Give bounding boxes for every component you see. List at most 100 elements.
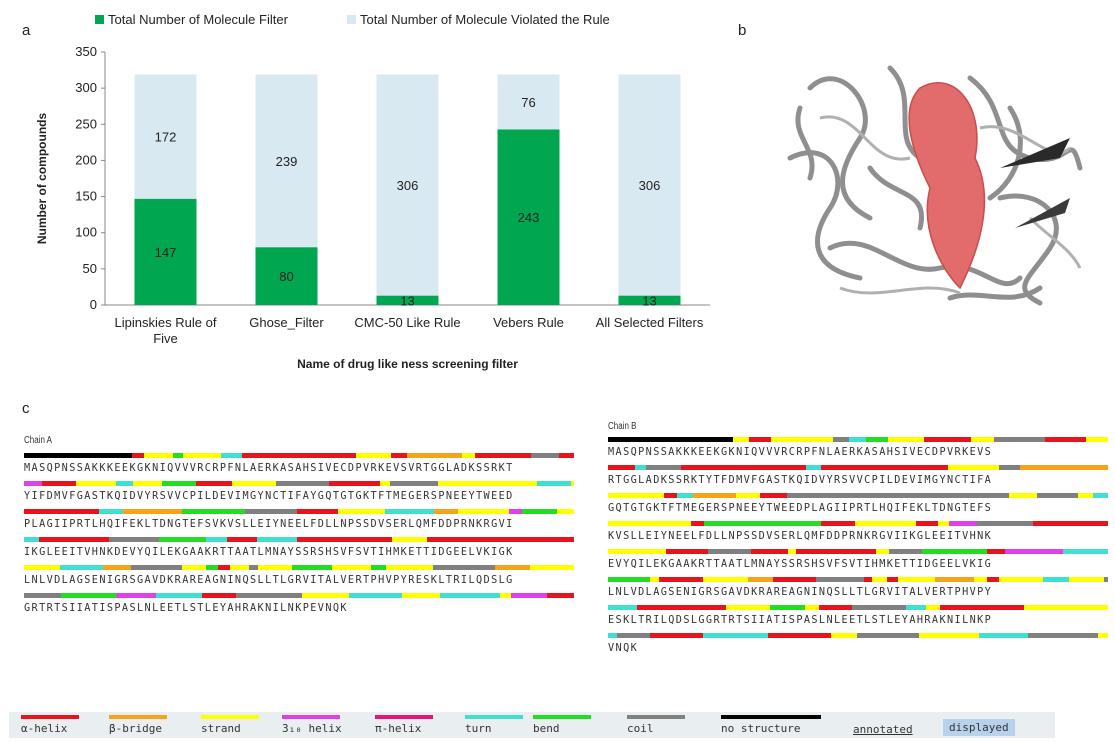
sequence-text: PLAGIIPRTLHQIFEKLTDNGTEFSVKVSLLEIYNEELFD… [24,519,574,530]
bar-value-label: 239 [276,154,298,169]
sequence-row: LNLVDLAGSENIGRSGAVDKRAREAGNINQSLLTLGRVIT… [608,577,1108,598]
legend-item-label: coil [627,722,654,735]
legend-item-label: no structure [721,722,800,735]
secondary-structure-legend: α-helix β-bridge strand 3₁₀ helix π-helix tur… [9,712,1055,738]
legend-color-bar [533,715,591,719]
sequence-row: GRTRTSIIATISPASLNLEETLSTLEYAHRAKNILNKPEV… [24,593,574,614]
sequence-row: PLAGIIPRTLHQIFEKLTDNGTEFSVKVSLLEIYNEELFD… [24,509,574,530]
legend-item: 3₁₀ helix [282,715,342,735]
legend-item-label: strand [201,722,241,735]
sequence-text: LNLVDLAGSENIGRSGAVDKRAREAGNINQSLLTLGRVIT… [608,587,1108,598]
legend-label: Total Number of Molecule Violated the Ru… [360,12,610,27]
x-tick-label: Lipinskies Rule of [115,315,217,330]
legend-item-label: 3₁₀ helix [282,722,342,735]
sequence-text: GQTGTGKTFTMEGERSPNEEYTWEEDPLAGIIPRTLHQIF… [608,503,1108,514]
sequence-text: MASQPNSSAKKKEEKGKNIQVVVRCRPFNLAERKASAHSI… [608,447,1108,458]
x-axis-title: Name of drug like ness screening filter [297,357,518,371]
y-tick-label: 200 [75,152,97,167]
x-tick-label: CMC-50 Like Rule [354,315,460,330]
sequence-row: RTGGLADKSSRKTYTFDMVFGASTKQIDVYRSVVCPILDE… [608,465,1108,486]
sequence-text: EVYQILEKGAAKRTTAATLMNAYSSRSHSVFSVTIHMKET… [608,559,1108,570]
legend-item: strand [201,715,259,735]
secondary-structure-bar [24,565,574,570]
bar-value-label: 147 [155,245,177,260]
legend-item-label: β-bridge [109,722,162,735]
legend-color-bar [21,715,79,719]
secondary-structure-bar [608,437,1108,442]
bar-value-label: 80 [279,269,293,284]
legend-swatch [347,15,356,24]
legend-color-bar [465,715,523,719]
legend-color-bar [375,715,433,719]
legend-item: bend [533,715,591,735]
bar-value-label: 243 [518,210,540,225]
stacked-bar-chart: 0 50 100 150 200 250 300 350 Number of compounds… [0,0,740,380]
y-tick-label: 300 [75,80,97,95]
legend-color-bar [201,715,259,719]
sequence-row: GQTGTGKTFTMEGERSPNEEYTWEEDPLAGIIPRTLHQIF… [608,493,1108,514]
secondary-structure-bar [608,633,1108,638]
sequence-text: LNLVDLAGSENIGRSGAVDKRAREAGNINQSLLTLGRVIT… [24,575,574,586]
sequence-row: ESKLTRILQDSLGGRTRTSIIATISPASLNLEETLSTLEY… [608,605,1108,626]
secondary-structure-bar [24,593,574,598]
chain-a-sequence: MASQPNSSAKKKEEKGKNIQVVVRCRPFNLAERKASAHSI… [24,453,574,621]
bar-value-label: 76 [521,95,535,110]
sequence-text: VNQK [608,643,1108,654]
sequence-row: KVSLLEIYNEELFDLLNPSSDVSERLQMFDDPRNKRGVII… [608,521,1108,542]
legend-item-label: bend [533,722,560,735]
sequence-text: MASQPNSSAKKKEEKGKNIQVVVRCRPFNLAERKASAHSI… [24,463,574,474]
sequence-row: VNQK [608,633,1108,654]
legend-item: α-helix [21,715,79,735]
legend-label: Total Number of Molecule Filter [108,12,289,27]
y-tick-label: 100 [75,225,97,240]
sequence-row: IKGLEEITVHNKDEVYQILEKGAAKRTTAATLMNAYSSRS… [24,537,574,558]
sequence-row: LNLVDLAGSENIGRSGAVDKRAREAGNINQSLLTLGRVIT… [24,565,574,586]
sequence-text: YIFDMVFGASTKQIDVYRSVVCPILDEVIMGYNCTIFAYG… [24,491,574,502]
chain-b-sequence: MASQPNSSAKKKEEKGKNIQVVVRCRPFNLAERKASAHSI… [608,437,1108,661]
sequence-text: GRTRTSIIATISPASLNLEETLSTLEYAHRAKNILNKPEV… [24,603,574,614]
secondary-structure-bar [24,537,574,542]
legend-item-label: π-helix [375,722,421,735]
sequence-row: YIFDMVFGASTKQIDVYRSVVCPILDEVIMGYNCTIFAYG… [24,481,574,502]
bar-value-label: 306 [397,178,419,193]
y-tick-label: 0 [90,297,97,312]
y-tick-label: 350 [75,44,97,59]
bar-value-label: 172 [155,130,177,145]
secondary-structure-bar [24,453,574,458]
secondary-structure-bar [608,605,1108,610]
sequence-row: MASQPNSSAKKKEEKGKNIQVVVRCRPFNLAERKASAHSI… [24,453,574,474]
sequence-text: KVSLLEIYNEELFDLLNPSSDVSERLQMFDDPRNKRGVII… [608,531,1108,542]
secondary-structure-bar [608,549,1108,554]
y-axis-title: Number of compounds [35,113,49,245]
legend-item: π-helix [375,715,433,735]
x-tick-label: Five [153,331,178,346]
legend-item: β-bridge [109,715,167,735]
sequence-text: IKGLEEITVHNKDEVYQILEKGAAKRTTAATLMNAYSSRS… [24,547,574,558]
legend-annotated-label: annotated [853,723,913,736]
legend-item-label: turn [465,722,492,735]
sequence-text: ESKLTRILQDSLGGRTRTSIIATISPASLNLEETLSTLEY… [608,615,1108,626]
chain-a-title: Chain A [24,435,52,446]
y-tick-label: 50 [83,261,97,276]
secondary-structure-bar [608,465,1108,470]
legend-color-bar [109,715,167,719]
legend-item: coil [627,715,685,735]
y-tick-label: 150 [75,189,97,204]
legend-item: no structure [721,715,821,735]
legend-color-bar [721,715,821,719]
secondary-structure-bar [608,493,1108,498]
secondary-structure-bar [24,481,574,486]
x-tick-label: Ghose_Filter [249,315,324,330]
legend-color-bar [282,715,340,719]
sequence-text: RTGGLADKSSRKTYTFDMVFGASTKQIDVYRSVVCPILDE… [608,475,1108,486]
sequence-row: MASQPNSSAKKKEEKGKNIQVVVRCRPFNLAERKASAHSI… [608,437,1108,458]
panel-label-c: c [22,400,30,417]
x-tick-label: Vebers Rule [493,315,564,330]
legend-item-label: α-helix [21,722,67,735]
protein-structure-image [770,48,1095,318]
sequence-row: EVYQILEKGAAKRTTAATLMNAYSSRSHSVFSVTIHMKET… [608,549,1108,570]
bar-value-label: 306 [639,178,661,193]
secondary-structure-bar [608,577,1108,582]
x-tick-label: All Selected Filters [596,315,704,330]
legend-item: turn [465,715,523,735]
